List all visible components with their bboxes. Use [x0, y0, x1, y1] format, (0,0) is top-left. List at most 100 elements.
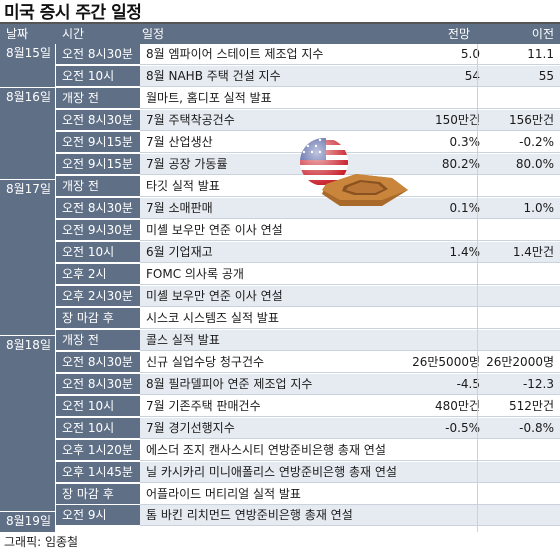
- table-row: 오전 10시 6월 기업재고 1.4% 1.4만건: [56, 242, 560, 263]
- row-time: 오전 8시30분: [56, 352, 140, 373]
- row-time: 오전 9시15분: [56, 154, 140, 175]
- row-event: 7월 산업생산: [146, 135, 213, 149]
- header-event: 일정: [142, 27, 165, 41]
- row-previous: 1.4만건: [512, 245, 554, 259]
- row-previous: -0.8%: [519, 421, 554, 435]
- row-forecast: 54: [464, 69, 480, 83]
- row-event: 7월 기존주택 판매건수: [146, 399, 261, 413]
- date-cell: 8월19일: [0, 512, 55, 532]
- row-time: 오전 10시: [56, 418, 140, 439]
- table-row: 오전 10시 7월 기존주택 판매건수 480만건 512만건: [56, 396, 560, 417]
- table-row: 오전 9시 톰 바킨 리치먼드 연방준비은행 총재 연설: [56, 505, 560, 526]
- row-time: 오후 2시30분: [56, 286, 140, 307]
- date-cell: 8월15일: [0, 44, 55, 87]
- row-event: 6월 기업재고: [146, 245, 213, 259]
- row-event: 7월 경기선행지수: [146, 421, 235, 435]
- row-event: 미셸 보우만 연준 이사 연설: [146, 223, 283, 237]
- row-time: 개장 전: [56, 176, 140, 197]
- table-row: 오후 1시45분 닐 카시카리 미니애폴리스 연방준비은행 총재 연설: [56, 462, 560, 483]
- table-row: 오전 9시15분 7월 산업생산 0.3% -0.2%: [56, 132, 560, 153]
- table-row: 오전 8시30분 7월 소매판매 0.1% 1.0%: [56, 198, 560, 219]
- row-event: 월마트, 홈디포 실적 발표: [146, 91, 272, 105]
- row-event: 신규 실업수당 청구건수: [146, 355, 265, 369]
- header-date: 날짜: [6, 27, 29, 41]
- row-forecast: 26만5000명: [412, 355, 480, 369]
- table-row: 오전 8시30분 8월 필라델피아 연준 제조업 지수 -4.5 -12.3: [56, 374, 560, 395]
- row-time: 장 마감 후: [56, 308, 140, 329]
- row-forecast: 5.0: [460, 47, 480, 61]
- row-event: 8월 엠파이어 스테이트 제조업 지수: [146, 47, 324, 61]
- row-previous: 156만건: [509, 113, 554, 127]
- row-time: 오전 10시: [56, 66, 140, 87]
- table-row: 개장 전 콜스 실적 발표: [56, 330, 560, 351]
- row-event: 8월 NAHB 주택 건설 지수: [146, 69, 281, 83]
- row-time: 오전 9시30분: [56, 220, 140, 241]
- row-forecast: 480만건: [435, 399, 480, 413]
- header-time: 시간: [62, 27, 85, 41]
- row-previous: 1.0%: [523, 201, 555, 215]
- header-previous: 이전: [531, 27, 554, 41]
- row-time: 오전 8시30분: [56, 198, 140, 219]
- row-forecast: 80.2%: [441, 157, 480, 171]
- row-forecast: -4.5: [456, 377, 480, 391]
- row-time: 개장 전: [56, 330, 140, 351]
- row-previous: 55: [538, 69, 554, 83]
- row-forecast: -0.5%: [445, 421, 480, 435]
- row-forecast: 0.3%: [449, 135, 481, 149]
- table-row: 오전 8시30분 8월 엠파이어 스테이트 제조업 지수 5.0 11.1: [56, 44, 560, 65]
- row-previous: 26만2000명: [486, 355, 554, 369]
- row-event: 7월 소매판매: [146, 201, 213, 215]
- row-time: 오전 8시30분: [56, 110, 140, 131]
- table-row: 오전 8시30분 7월 주택착공건수 150만건 156만건: [56, 110, 560, 131]
- table-row: 오후 2시30분 미셸 보우만 연준 이사 연설: [56, 286, 560, 307]
- date-cell: 8월18일: [0, 336, 55, 511]
- row-previous: -12.3: [522, 377, 554, 391]
- row-event: 콜스 실적 발표: [146, 333, 220, 347]
- table-row: 개장 전 타깃 실적 발표: [56, 176, 560, 197]
- row-event: 7월 주택착공건수: [146, 113, 235, 127]
- row-time: 오전 8시30분: [56, 44, 140, 65]
- row-previous: 11.1: [527, 47, 554, 61]
- table-row: 오전 8시30분 신규 실업수당 청구건수 26만5000명 26만2000명: [56, 352, 560, 373]
- row-time: 오전 9시: [56, 505, 140, 526]
- table-row: 오후 1시20분 에스더 조지 캔사스시티 연방준비은행 총재 연설: [56, 440, 560, 461]
- date-column: 8월15일 8월16일 8월17일 8월18일 8월19일: [0, 44, 55, 532]
- row-forecast: 1.4%: [449, 245, 481, 259]
- row-time: 장 마감 후: [56, 484, 140, 505]
- table-row: 오전 10시 7월 경기선행지수 -0.5% -0.8%: [56, 418, 560, 439]
- table-header: 날짜 시간 일정 전망 이전: [0, 24, 560, 44]
- date-cell: 8월17일: [0, 180, 55, 335]
- row-time: 오전 9시15분: [56, 132, 140, 153]
- row-event: 8월 필라델피아 연준 제조업 지수: [146, 377, 313, 391]
- row-previous: 512만건: [509, 399, 554, 413]
- row-time: 개장 전: [56, 88, 140, 109]
- row-event: 에스더 조지 캔사스시티 연방준비은행 총재 연설: [146, 443, 386, 457]
- graphic-credit: 그래픽: 임종철: [4, 535, 79, 549]
- row-time: 오후 1시45분: [56, 462, 140, 483]
- table-row: 오후 2시 FOMC 의사록 공개: [56, 264, 560, 285]
- row-forecast: 150만건: [435, 113, 480, 127]
- table-row: 장 마감 후 어플라이드 머티리얼 실적 발표: [56, 484, 560, 505]
- row-forecast: 0.1%: [449, 201, 481, 215]
- row-event: 톰 바킨 리치먼드 연방준비은행 총재 연설: [146, 508, 353, 522]
- page-title: 미국 증시 주간 일정: [4, 3, 142, 23]
- row-event: FOMC 의사록 공개: [146, 267, 244, 281]
- row-time: 오전 10시: [56, 396, 140, 417]
- table-row: 장 마감 후 시스코 시스템즈 실적 발표: [56, 308, 560, 329]
- row-event: 닐 카시카리 미니애폴리스 연방준비은행 총재 연설: [146, 465, 397, 479]
- row-event: 7월 공장 가동률: [146, 157, 228, 171]
- date-cell: 8월16일: [0, 88, 55, 179]
- row-time: 오후 1시20분: [56, 440, 140, 461]
- table-row: 개장 전 월마트, 홈디포 실적 발표: [56, 88, 560, 109]
- row-previous: 80.0%: [515, 157, 554, 171]
- row-time: 오전 8시30분: [56, 374, 140, 395]
- table-row: 오전 10시 8월 NAHB 주택 건설 지수 54 55: [56, 66, 560, 87]
- us-flag-globe-and-gavel-illustration: [300, 138, 408, 206]
- row-event: 어플라이드 머티리얼 실적 발표: [146, 487, 301, 501]
- column-divider: [477, 44, 478, 532]
- row-event: 미셸 보우만 연준 이사 연설: [146, 289, 283, 303]
- row-event: 타깃 실적 발표: [146, 179, 220, 193]
- header-forecast: 전망: [447, 27, 470, 41]
- row-previous: -0.2%: [519, 135, 554, 149]
- row-time: 오후 2시: [56, 264, 140, 285]
